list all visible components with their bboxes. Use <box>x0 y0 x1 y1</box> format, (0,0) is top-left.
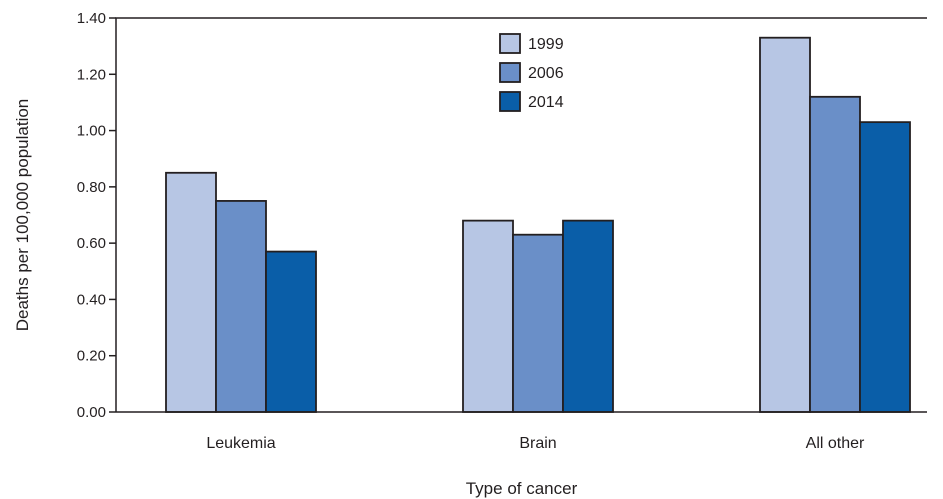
legend-label: 2006 <box>528 65 564 82</box>
y-tick-label: 1.40 <box>77 10 106 27</box>
legend-swatch-1999 <box>499 33 521 54</box>
bar-all-other-2014 <box>859 121 911 413</box>
legend-label: 2014 <box>528 94 564 111</box>
y-axis-title: Deaths per 100,000 population <box>13 99 32 332</box>
x-tick-label: All other <box>806 435 865 452</box>
axes <box>115 17 927 413</box>
legend-swatch-2006 <box>499 62 521 83</box>
bar-leukemia-2006 <box>215 200 267 413</box>
y-axis-ticks: 0.00 0.20 0.40 0.60 0.80 1.00 1.20 1.40 <box>77 10 116 421</box>
x-tick-label: Brain <box>519 435 556 452</box>
bar-leukemia-1999 <box>165 171 217 413</box>
y-tick-label: 1.00 <box>77 123 106 140</box>
x-axis-title: Type of cancer <box>466 479 578 498</box>
y-tick-label: 0.60 <box>77 235 106 252</box>
y-tick-label: 0.20 <box>77 348 106 365</box>
bar-brain-2006 <box>512 233 564 413</box>
x-axis-tick-labels: Leukemia Brain All other <box>206 435 865 452</box>
bar-brain-2014 <box>562 219 614 413</box>
legend-swatch-2014 <box>499 91 521 112</box>
legend-label: 1999 <box>528 36 564 53</box>
bars <box>165 36 911 413</box>
legend: 1999 2006 2014 <box>499 33 564 112</box>
bar-all-other-2006 <box>809 95 861 413</box>
x-tick-label: Leukemia <box>206 435 275 452</box>
bar-leukemia-2014 <box>265 250 317 413</box>
y-tick-label: 1.20 <box>77 66 106 83</box>
y-tick-label: 0.80 <box>77 179 106 196</box>
y-tick-label: 0.00 <box>77 404 106 421</box>
bar-brain-1999 <box>462 219 514 413</box>
bar-all-other-1999 <box>759 36 811 413</box>
axis-lines <box>115 17 927 413</box>
y-tick-label: 0.40 <box>77 291 106 308</box>
